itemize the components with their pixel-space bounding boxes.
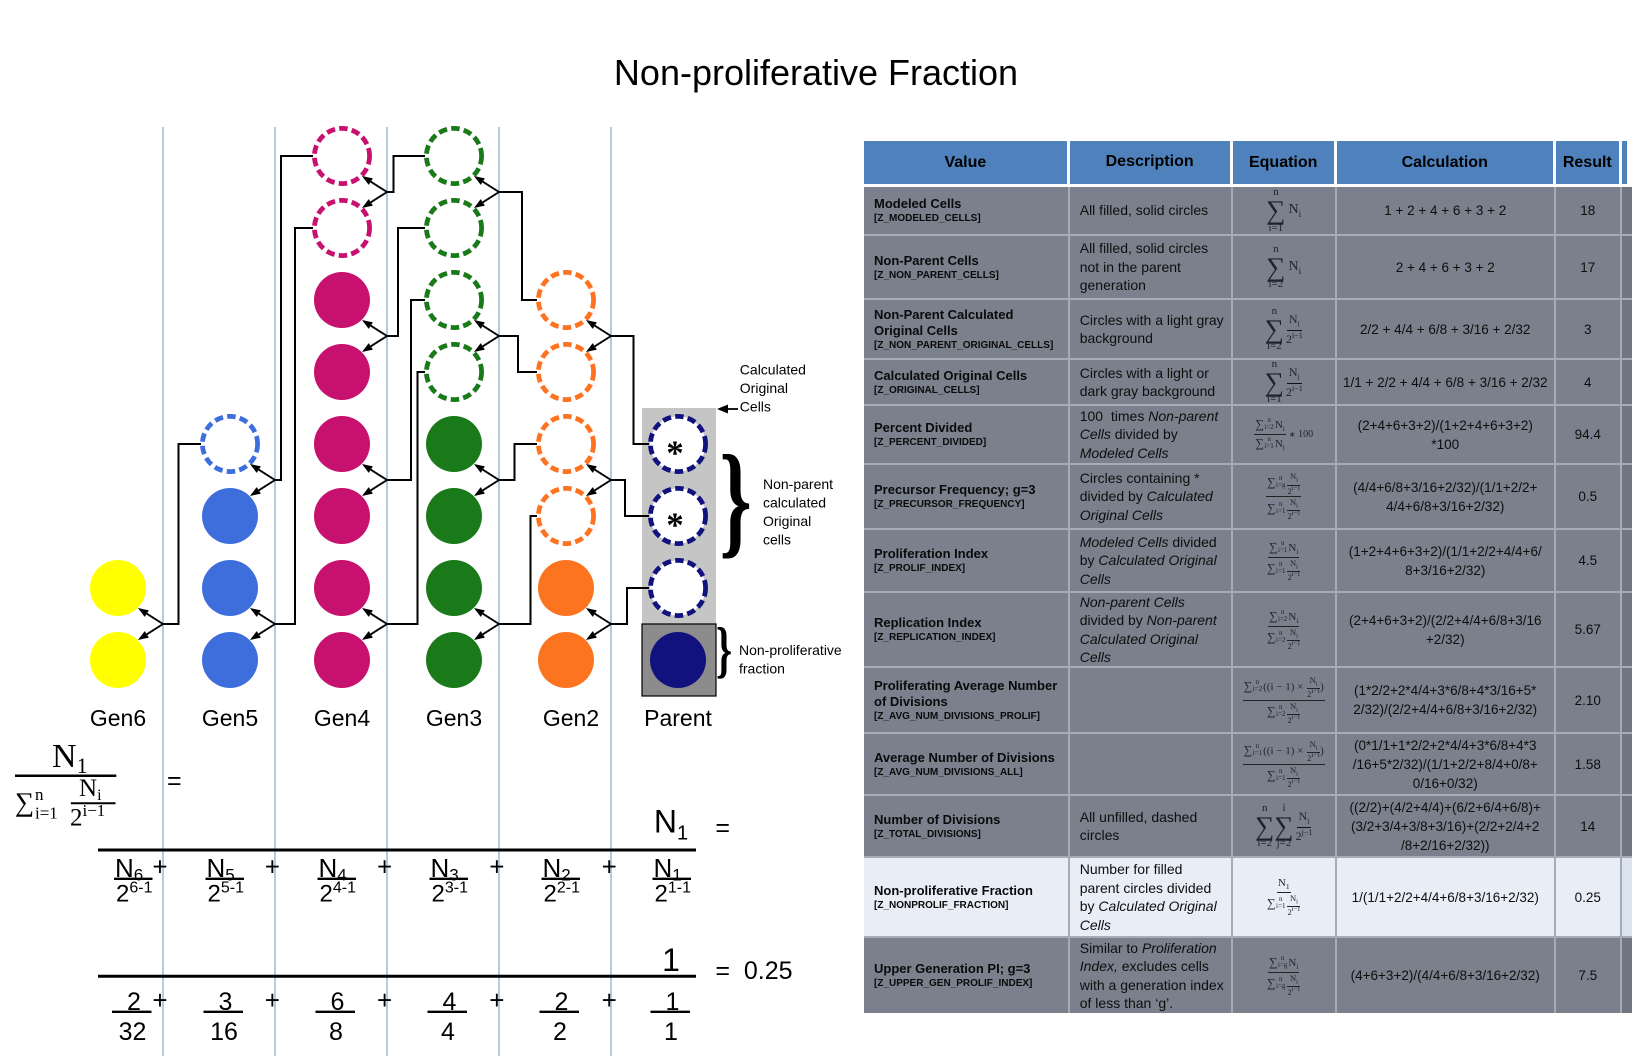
svg-text:+: + [152,852,167,882]
svg-text:+: + [602,852,617,882]
svg-text:2i−1: 2i−1 [70,801,105,832]
svg-text:Gen4: Gen4 [314,705,370,731]
svg-text:32: 32 [119,1018,147,1046]
svg-text:}: } [720,429,752,569]
svg-text:= 0.25: = 0.25 [715,957,792,985]
svg-text:=: = [715,814,730,842]
svg-text:+: + [265,985,280,1015]
svg-text:*: * [666,434,684,473]
svg-text:25-1: 25-1 [208,880,245,908]
svg-text:Gen5: Gen5 [202,705,258,731]
svg-text:Parent: Parent [644,705,712,731]
svg-text:Non-parent: Non-parent [763,476,833,492]
svg-text:Gen2: Gen2 [543,705,599,731]
svg-text:2: 2 [553,1018,567,1046]
svg-text:Calculated: Calculated [740,362,806,378]
svg-text:+: + [489,852,504,882]
svg-text:N1: N1 [52,738,88,778]
svg-text:Original: Original [740,380,788,396]
svg-text:24-1: 24-1 [320,880,357,908]
svg-text:+: + [602,985,617,1015]
svg-text:4: 4 [443,988,457,1016]
svg-text:cells: cells [763,532,791,548]
svg-text:=: = [167,767,182,795]
svg-text:*: * [666,506,684,545]
svg-text:23-1: 23-1 [432,880,469,908]
svg-text:21-1: 21-1 [655,880,692,908]
svg-text:fraction: fraction [739,661,785,677]
svg-text:6: 6 [331,988,345,1016]
svg-text:∑: ∑ [15,787,34,817]
svg-text:i=1: i=1 [35,804,58,823]
svg-text:4: 4 [441,1018,455,1046]
svg-text:2: 2 [127,988,141,1016]
svg-text:Ni: Ni [79,775,102,804]
svg-text:Gen6: Gen6 [90,705,146,731]
svg-text:22-1: 22-1 [544,880,581,908]
svg-text:16: 16 [210,1018,238,1046]
svg-text:Original: Original [763,513,811,529]
svg-text:Gen3: Gen3 [426,705,482,731]
svg-text:N1: N1 [654,804,688,845]
svg-text:1: 1 [666,988,680,1016]
svg-text:26-1: 26-1 [116,880,153,908]
svg-text:1: 1 [664,1018,678,1046]
svg-text:8: 8 [329,1018,343,1046]
svg-text:1: 1 [662,942,680,978]
svg-text:3: 3 [219,988,233,1016]
svg-text:2: 2 [555,988,569,1016]
svg-text:calculated: calculated [763,495,826,511]
svg-text:+: + [377,985,392,1015]
svg-text:+: + [377,852,392,882]
svg-text:+: + [152,985,167,1015]
svg-text:+: + [489,985,504,1015]
svg-text:}: } [716,616,732,684]
svg-text:Non-proliferative: Non-proliferative [739,642,842,658]
svg-text:n: n [35,785,44,804]
svg-text:+: + [265,852,280,882]
svg-text:Cells: Cells [740,399,771,415]
